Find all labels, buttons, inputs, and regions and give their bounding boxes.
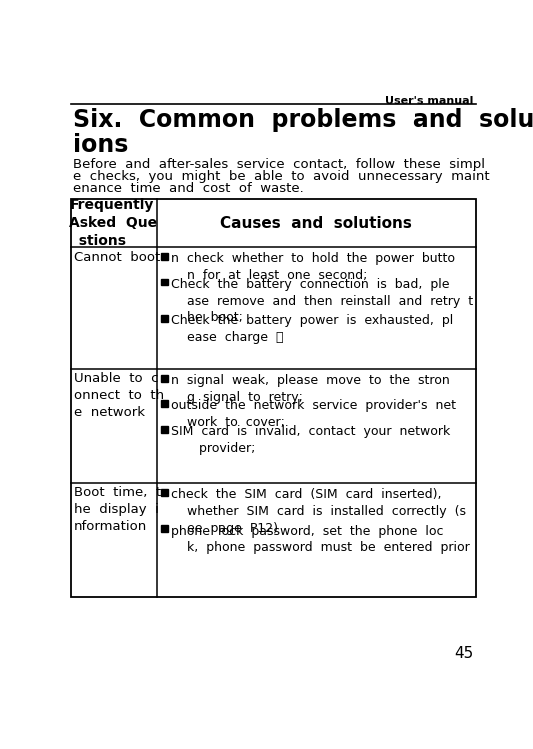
Text: Causes  and  solutions: Causes and solutions	[220, 216, 412, 231]
Text: Before  and  after-sales  service  contact,  follow  these  simpl: Before and after-sales service contact, …	[73, 157, 485, 171]
Text: enance  time  and  cost  of  waste.: enance time and cost of waste.	[73, 182, 304, 195]
Polygon shape	[161, 279, 168, 285]
Text: n  check  whether  to  hold  the  power  butto
    n  for  at  least  one  secon: n check whether to hold the power butto …	[171, 252, 455, 282]
Text: Unable  to  c
onnect  to  th
e  network: Unable to c onnect to th e network	[74, 372, 164, 419]
Polygon shape	[161, 425, 168, 432]
Polygon shape	[161, 489, 168, 496]
Text: Boot  time,  t
he  display  i
nformation: Boot time, t he display i nformation	[74, 486, 161, 533]
Text: Check  the  battery  power  is  exhausted,  pl
    ease  charge  ；: Check the battery power is exhausted, pl…	[171, 315, 454, 344]
Text: phone  lock  password,  set  the  phone  loc
    k,  phone  password  must  be  : phone lock password, set the phone loc k…	[171, 524, 470, 554]
Text: n  signal  weak,  please  move  to  the  stron
    g  signal  to  retry;: n signal weak, please move to the stron …	[171, 374, 450, 404]
Polygon shape	[161, 400, 168, 407]
Polygon shape	[161, 525, 168, 533]
Text: 45: 45	[454, 646, 473, 661]
Text: ions: ions	[73, 133, 128, 157]
Text: Cannot  boot: Cannot boot	[74, 251, 160, 264]
Text: Check  the  battery  connection  is  bad,  ple
    ase  remove  and  then  reins: Check the battery connection is bad, ple…	[171, 278, 473, 324]
Text: Six.  Common  problems  and  solut: Six. Common problems and solut	[73, 109, 533, 133]
Text: User's manual: User's manual	[385, 96, 473, 106]
Polygon shape	[161, 253, 168, 260]
Text: check  the  SIM  card  (SIM  card  inserted),
    whether  SIM  card  is  instal: check the SIM card (SIM card inserted), …	[171, 488, 466, 535]
Text: outside  the  network  service  provider's  net
    work  to  cover;: outside the network service provider's n…	[171, 399, 456, 429]
Text: e  checks,  you  might  be  able  to  avoid  unnecessary  maint: e checks, you might be able to avoid unn…	[73, 170, 489, 183]
Polygon shape	[161, 315, 168, 322]
Bar	[70, 199, 476, 596]
Polygon shape	[161, 374, 168, 382]
Text: Frequently
Asked  Que
  stions: Frequently Asked Que stions	[69, 198, 158, 248]
Text: SIM  card  is  invalid,  contact  your  network
       provider;: SIM card is invalid, contact your networ…	[171, 425, 450, 455]
